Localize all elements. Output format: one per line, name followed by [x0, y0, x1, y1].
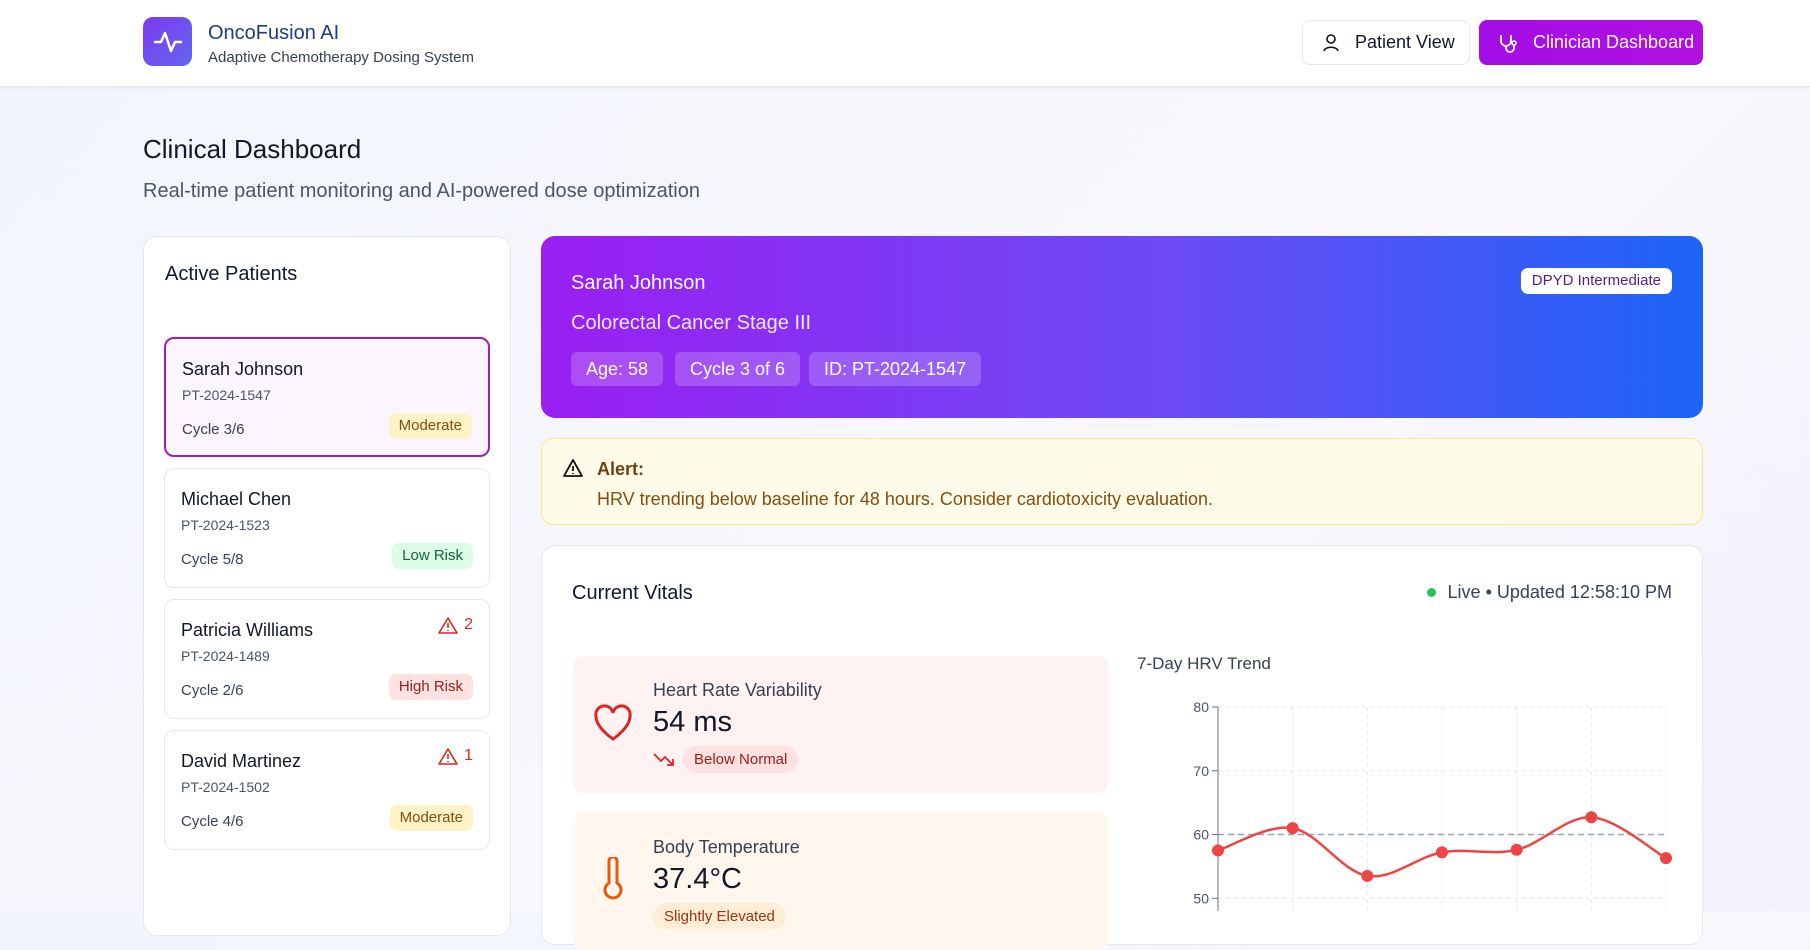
app-title: OncoFusion AI: [208, 22, 340, 44]
chart-title: 7-Day HRV Trend: [1137, 654, 1271, 673]
header: OncoFusion AI Adaptive Chemotherapy Dosi…: [0, 0, 1810, 87]
clinician-dashboard-button[interactable]: Clinician Dashboard: [1479, 20, 1703, 65]
page-title: Clinical Dashboard: [143, 134, 362, 164]
y-tick-label: 70: [1193, 763, 1209, 779]
patient-name: Sarah Johnson: [182, 359, 304, 379]
alert-title: Alert:: [597, 459, 645, 479]
patient-cycle: Cycle 3/6: [182, 421, 245, 438]
vital-status: Slightly Elevated: [653, 903, 786, 930]
alert-icon: [438, 617, 458, 634]
patient-name: Patricia Williams: [181, 620, 314, 640]
patient-id: PT-2024-1489: [181, 648, 270, 664]
y-tick-label: 50: [1193, 890, 1209, 906]
point: [1510, 843, 1523, 856]
genotype-badge: DPYD Intermediate: [1520, 268, 1672, 294]
button-label: Patient View: [1355, 32, 1455, 52]
chip: Age: 58: [571, 352, 664, 386]
vital-status: Below Normal: [683, 746, 799, 773]
card-title: Active Patients: [165, 263, 298, 285]
patient-cycle: Cycle 5/8: [181, 551, 244, 568]
risk-badge: Low Risk: [392, 543, 473, 569]
vital-card: Heart Rate Variability 54 ms Below Norma…: [573, 656, 1108, 793]
heart-icon: [594, 704, 632, 741]
patient-item[interactable]: Michael Chen PT-2024-1523 Cycle 5/8 Low Ris…: [164, 468, 490, 588]
vital-value: 54 ms: [653, 706, 732, 738]
point: [1286, 822, 1299, 835]
patient-id: PT-2024-1502: [181, 779, 270, 795]
y-tick-label: 80: [1193, 699, 1209, 715]
risk-badge: Moderate: [389, 805, 473, 831]
card-title: Current Vitals: [572, 582, 693, 604]
patient-cycle: Cycle 2/6: [181, 682, 244, 699]
point: [1585, 811, 1598, 824]
alert-text: HRV trending below baseline for 48 hours…: [597, 489, 1214, 509]
alert-count: 2: [438, 616, 473, 634]
button-label: Clinician Dashboard: [1533, 32, 1695, 52]
alert: Alert: HRV trending below baseline for 4…: [541, 438, 1703, 525]
logo: [143, 17, 192, 66]
patient-view-button[interactable]: Patient View: [1302, 20, 1470, 65]
patient-cycle: Cycle 4/6: [181, 813, 244, 830]
app-subtitle: Adaptive Chemotherapy Dosing System: [208, 49, 474, 66]
patient-banner: Sarah Johnson Colorectal Cancer Stage II…: [541, 236, 1703, 418]
patient-item[interactable]: Patricia Williams PT-2024-1489 Cycle 2/6 Hi…: [164, 599, 490, 719]
point: [1436, 846, 1448, 859]
y-tick-label: 60: [1193, 827, 1209, 843]
risk-badge: High Risk: [388, 674, 473, 700]
status-text: Live • Updated 12:58:10 PM: [1447, 582, 1672, 602]
diagnosis: Colorectal Cancer Stage III: [571, 312, 812, 334]
alert-count: 1: [438, 747, 473, 765]
patient-id: PT-2024-1547: [182, 387, 271, 403]
thermometer-icon: [603, 857, 623, 900]
chip: Cycle 3 of 6: [675, 352, 801, 386]
chip: ID: PT-2024-1547: [809, 352, 982, 386]
trend-icon: [653, 753, 674, 766]
patient-item[interactable]: Sarah Johnson PT-2024-1547 Cycle 3/6 Modera…: [164, 337, 490, 457]
alert-number: 1: [464, 747, 473, 764]
point: [1361, 869, 1374, 882]
vital-label: Heart Rate Variability: [653, 680, 822, 700]
vital-label: Body Temperature: [653, 837, 800, 857]
vital-card: Body Temperature 37.4°C Slightly Elevate…: [573, 813, 1108, 950]
point: [1212, 844, 1224, 857]
alert-icon: [438, 748, 458, 765]
live-dot: [1426, 588, 1436, 597]
point: [1660, 852, 1672, 865]
alert-icon: [563, 459, 583, 477]
live-status: Live • Updated 12:58:10 PM: [1426, 582, 1672, 603]
patient-name: David Martinez: [181, 751, 302, 771]
patient-id: PT-2024-1523: [181, 517, 270, 533]
vital-value: 37.4°C: [653, 863, 742, 895]
hrv-chart: 7-Day HRV Trend 50 60 70 80: [1137, 654, 1672, 911]
patient-item[interactable]: David Martinez PT-2024-1502 Cycle 4/6 Moder…: [164, 730, 490, 850]
alert-number: 2: [464, 616, 473, 633]
risk-badge: Moderate: [388, 413, 472, 439]
page-subtitle: Real-time patient monitoring and AI-powe…: [143, 180, 700, 202]
patient-name: Michael Chen: [181, 489, 292, 509]
patient-name: Sarah Johnson: [571, 272, 706, 294]
